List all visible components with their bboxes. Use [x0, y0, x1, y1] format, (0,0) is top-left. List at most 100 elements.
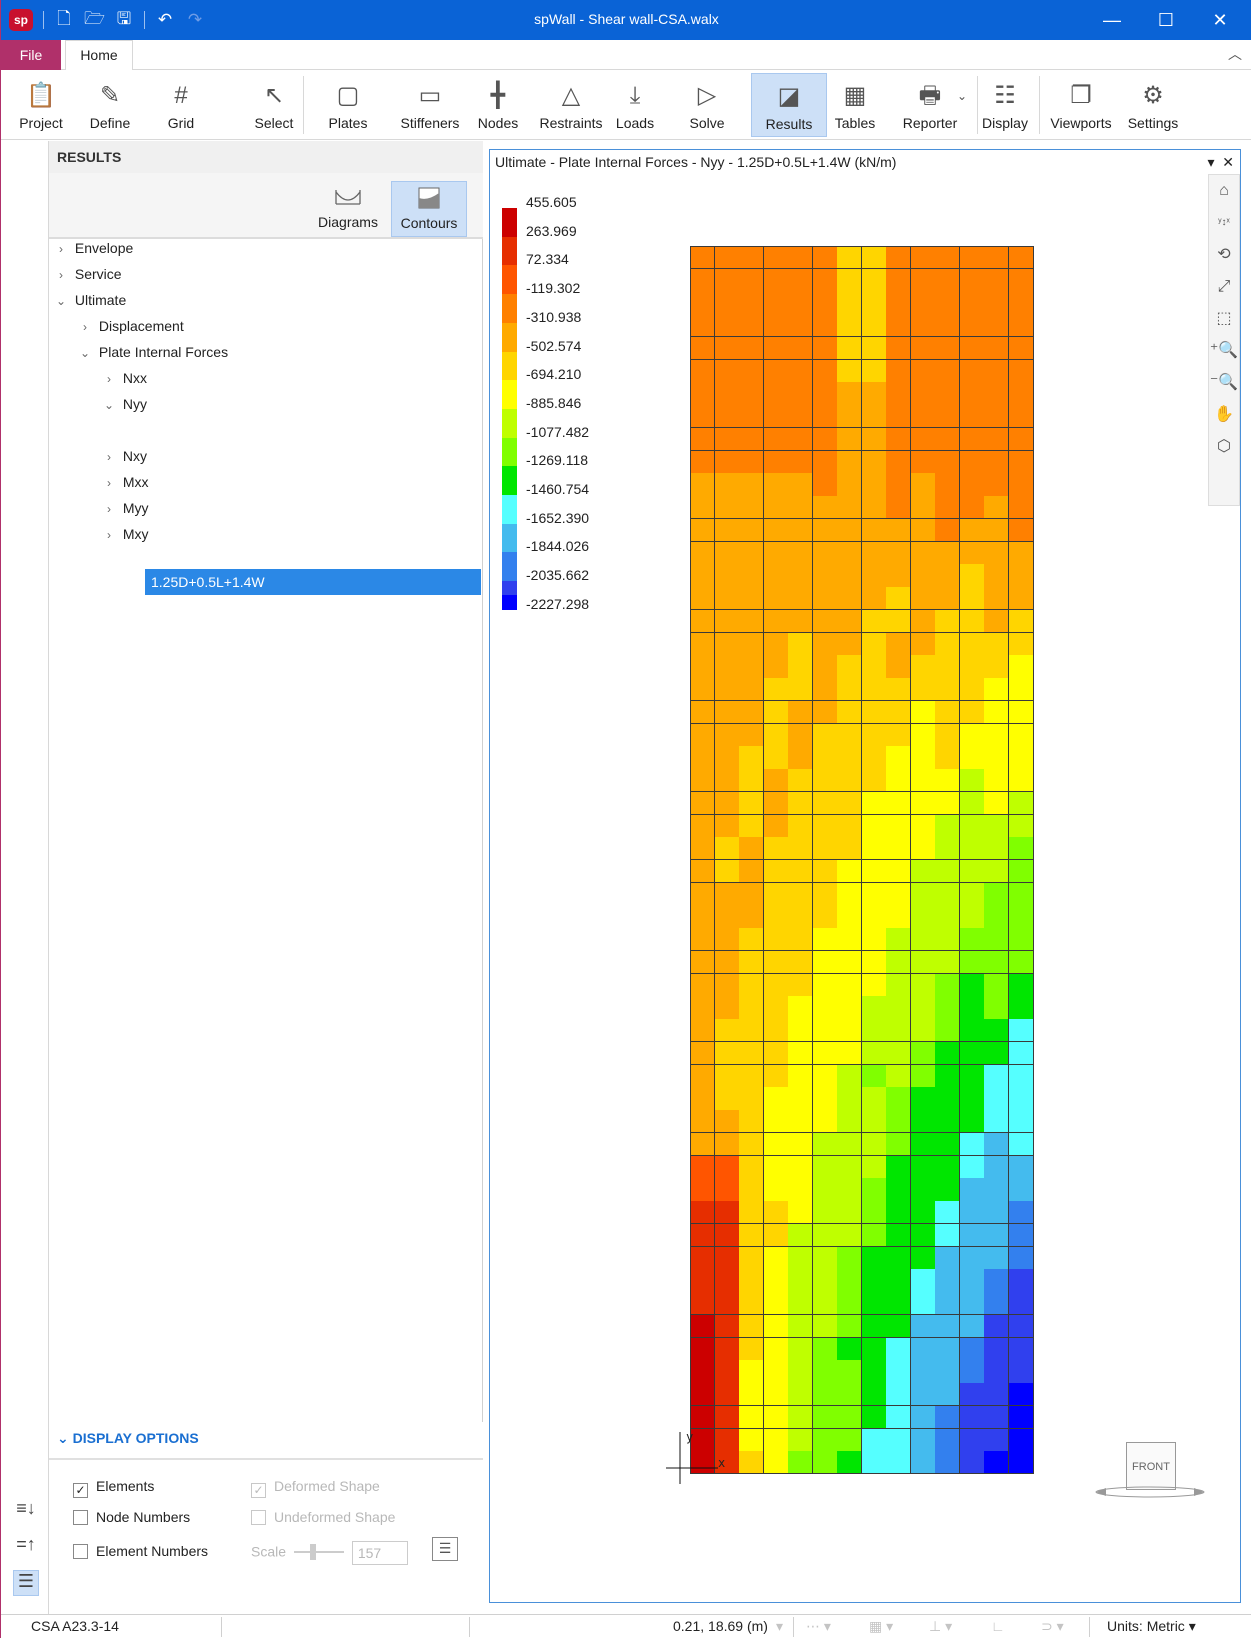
plate-element[interactable]	[788, 746, 813, 770]
plate-element[interactable]	[739, 1360, 764, 1384]
plate-element[interactable]	[788, 1132, 813, 1157]
tables-button[interactable]: ▦ Tables	[823, 73, 887, 137]
plate-element[interactable]	[812, 973, 838, 997]
plate-element[interactable]	[690, 246, 715, 270]
plate-element[interactable]	[690, 1110, 715, 1134]
plate-element[interactable]	[935, 1178, 960, 1202]
plate-element[interactable]	[910, 564, 936, 588]
plate-element[interactable]	[788, 1405, 813, 1429]
plate-element[interactable]	[788, 700, 813, 725]
reporter-dropdown-icon[interactable]: ⌄	[956, 89, 967, 103]
plate-element[interactable]	[984, 336, 1009, 361]
plate-element[interactable]	[959, 1246, 985, 1270]
snap-grid-icon[interactable]: ⋯ ▾	[806, 1618, 831, 1634]
plate-element[interactable]	[886, 1405, 911, 1429]
plate-element[interactable]	[959, 587, 985, 611]
plate-element[interactable]	[812, 1292, 838, 1316]
plate-element[interactable]	[714, 1246, 740, 1270]
plate-element[interactable]	[788, 860, 813, 884]
plate-element[interactable]	[812, 518, 838, 543]
plate-element[interactable]	[984, 473, 1009, 497]
plate-element[interactable]	[714, 268, 740, 292]
loads-button[interactable]: ⤓ Loads	[605, 73, 665, 137]
plate-element[interactable]	[812, 1428, 838, 1452]
plate-element[interactable]	[690, 746, 715, 770]
plate-element[interactable]	[812, 1201, 838, 1225]
file-tab[interactable]: File	[1, 40, 61, 70]
plate-element[interactable]	[861, 314, 887, 338]
plate-element[interactable]	[788, 1337, 813, 1361]
plate-element[interactable]	[788, 1223, 813, 1248]
plate-element[interactable]	[984, 837, 1009, 861]
plate-element[interactable]	[739, 1451, 764, 1475]
tree-item-ultimate[interactable]: ⌄ Ultimate	[51, 288, 126, 312]
plate-element[interactable]	[690, 769, 715, 793]
plate-element[interactable]	[861, 1405, 887, 1429]
plate-element[interactable]	[788, 1110, 813, 1134]
open-folder-icon[interactable]: 🗁	[84, 8, 106, 28]
plate-element[interactable]	[935, 1451, 960, 1475]
plate-element[interactable]	[739, 746, 764, 770]
plate-element[interactable]	[959, 791, 985, 815]
node-numbers-checkbox[interactable]: Node Numbers	[73, 1507, 190, 1527]
plate-element[interactable]	[739, 587, 764, 611]
plate-element[interactable]	[1008, 587, 1034, 611]
plate-element[interactable]	[739, 996, 764, 1020]
plate-element[interactable]	[935, 1064, 960, 1088]
plate-element[interactable]	[812, 1246, 838, 1270]
plate-element[interactable]	[861, 973, 887, 997]
deformed-shape-checkbox[interactable]: ✓ Deformed Shape	[251, 1476, 380, 1498]
plate-element[interactable]	[984, 1360, 1009, 1384]
settings-button[interactable]: ⚙ Settings	[1117, 73, 1189, 137]
plate-element[interactable]	[984, 1110, 1009, 1134]
plate-element[interactable]	[910, 1223, 936, 1248]
plate-element[interactable]	[763, 587, 789, 611]
plate-element[interactable]	[1008, 314, 1034, 338]
plate-element[interactable]	[690, 496, 715, 520]
undeformed-shape-checkbox[interactable]: Undeformed Shape	[251, 1507, 395, 1527]
plate-element[interactable]	[763, 814, 789, 838]
plate-element[interactable]	[739, 973, 764, 997]
plate-element[interactable]	[861, 1110, 887, 1134]
units-selector[interactable]: Units: Metric ▾	[1107, 1618, 1196, 1635]
plate-element[interactable]	[861, 1269, 887, 1293]
plate-element[interactable]	[739, 1041, 764, 1066]
close-viewport-icon[interactable]: ✕	[1222, 154, 1234, 170]
plate-element[interactable]	[861, 996, 887, 1020]
plate-element[interactable]	[739, 700, 764, 725]
plate-element[interactable]	[984, 1314, 1009, 1339]
plate-element[interactable]	[812, 996, 838, 1020]
plate-element[interactable]	[812, 1314, 838, 1339]
plate-element[interactable]	[1008, 336, 1034, 361]
plate-element[interactable]	[984, 791, 1009, 815]
zoom-extents-icon[interactable]: ⤢	[1217, 278, 1231, 295]
plate-element[interactable]	[837, 1178, 862, 1202]
select-button[interactable]: ↖ Select	[237, 73, 311, 137]
plate-element[interactable]	[812, 1451, 838, 1475]
plate-element[interactable]	[910, 1405, 936, 1429]
plate-element[interactable]	[690, 1132, 715, 1157]
plate-element[interactable]	[714, 746, 740, 770]
plate-element[interactable]	[739, 1246, 764, 1270]
plate-element[interactable]	[763, 905, 789, 929]
plate-element[interactable]	[763, 1201, 789, 1225]
plate-element[interactable]	[910, 336, 936, 361]
plate-element[interactable]	[763, 382, 789, 406]
plate-element[interactable]	[690, 564, 715, 588]
plate-element[interactable]	[886, 1155, 911, 1179]
plate-element[interactable]	[837, 314, 862, 338]
plate-element[interactable]	[812, 1155, 838, 1179]
plate-element[interactable]	[861, 950, 887, 975]
plate-element[interactable]	[910, 382, 936, 406]
plate-element[interactable]	[812, 450, 838, 474]
plate-element[interactable]	[886, 928, 911, 952]
plate-element[interactable]	[690, 1155, 715, 1179]
plate-element[interactable]	[714, 860, 740, 884]
plate-element[interactable]	[690, 1383, 715, 1407]
plate-element[interactable]	[935, 632, 960, 656]
plate-element[interactable]	[812, 473, 838, 497]
plate-element[interactable]	[714, 473, 740, 497]
plate-element[interactable]	[763, 1383, 789, 1407]
plate-element[interactable]	[812, 950, 838, 975]
plate-element[interactable]	[763, 268, 789, 292]
